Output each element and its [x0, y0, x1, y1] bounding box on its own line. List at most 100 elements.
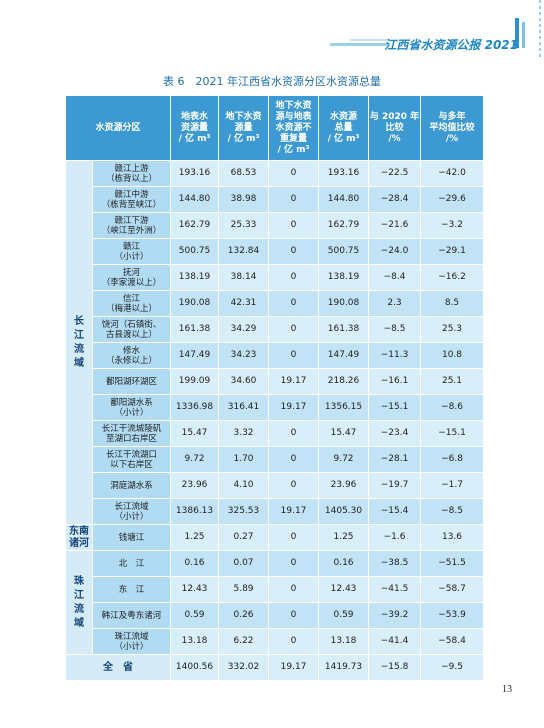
data-row: 长江流域 （小计） 1386.13 325.53 19.17 1405.30 −15.4 −8… [66, 498, 485, 525]
cell-text: 193.16 [178, 168, 211, 178]
cell-text: 190.08 [327, 298, 360, 308]
cell-text: 0.16 [333, 558, 354, 568]
value-cell: 12.43 [170, 576, 220, 603]
cell-text: 13.6 [441, 532, 463, 542]
value-cell: −8.5 [368, 316, 422, 343]
value-cell: −29.1 [420, 238, 485, 265]
name-line: （小计） [114, 641, 149, 652]
name-line: 饶河（石镇街、 [101, 319, 162, 330]
cell-text: 0 [290, 168, 297, 178]
cell-text: −51.5 [438, 558, 466, 568]
cell-text: 0.27 [233, 532, 254, 542]
name-line: 赣江上游 [114, 163, 149, 174]
value-cell: −8.5 [420, 498, 485, 525]
cell-text: 9.72 [333, 454, 354, 464]
cell-text: 19.17 [280, 402, 307, 412]
header-line: 地下水资 [275, 100, 312, 111]
group-cell: 长江流域 [65, 160, 93, 525]
value-cell: −9.5 [420, 654, 485, 681]
region-name: 修水 （永修以上） [91, 342, 172, 369]
value-cell: 1405.30 [318, 498, 370, 525]
total-row: 全 省 1400.56 332.02 19.17 1419.73 −15.8 −9.5 [64, 654, 485, 681]
value-cell: 193.16 [318, 160, 370, 187]
region-name: 赣江中游 （栋背至峡江） [91, 186, 172, 213]
header-line: 水资源 [330, 111, 358, 122]
cell-text: −8.6 [441, 402, 463, 412]
cell-text: 199.09 [178, 376, 211, 386]
name-line: （梅港以上） [106, 303, 158, 314]
value-cell: 19.17 [268, 498, 320, 525]
name-line: 修水 [123, 345, 141, 356]
cell-text: 1356.15 [324, 402, 363, 412]
cell-text: 1.25 [333, 532, 354, 542]
value-cell: 1356.15 [318, 394, 370, 421]
name-line: 鄱阳湖环湖区 [106, 376, 158, 387]
value-cell: 193.16 [170, 160, 220, 187]
cell-text: 23.96 [330, 480, 357, 490]
cell-text: 0 [290, 610, 297, 620]
name-line: （李家渡以上） [101, 277, 162, 288]
cell-text: 138.19 [327, 272, 360, 282]
region-name: 长江流域 （小计） [91, 498, 172, 525]
cell-text: −24.0 [380, 246, 409, 256]
name-line: （栋背以上） [106, 173, 158, 184]
region-name: 信江 （梅港以上） [91, 290, 172, 317]
value-cell: 162.79 [170, 212, 220, 239]
cell-text: 19.17 [280, 662, 307, 672]
cell-text: −3.2 [441, 220, 463, 230]
value-cell: 19.17 [268, 654, 320, 681]
value-cell: 1.25 [318, 524, 370, 551]
value-cell: 13.18 [170, 628, 220, 655]
region-name: 北 江 [91, 550, 172, 577]
value-cell: −51.5 [420, 550, 485, 577]
cell-text: 12.43 [330, 584, 357, 594]
header-line: 资源量 [181, 122, 209, 133]
value-cell: 0 [268, 212, 320, 239]
data-row: 赣江 （小计） 500.75 132.84 0 500.75 −24.0 −29.1 [66, 238, 485, 265]
region-name: 鄱阳湖环湖区 [91, 368, 172, 395]
cell-text: 1400.56 [175, 662, 214, 672]
cell-text: −1.7 [441, 480, 463, 490]
value-cell: 13.18 [318, 628, 370, 655]
data-row: 长江干流湖口 以下右岸区 9.72 1.70 0 9.72 −28.1 −6.8 [66, 446, 485, 473]
cell-text: −11.3 [380, 350, 409, 360]
region-name: 珠江流域 （小计） [91, 628, 172, 655]
value-cell: 0.07 [218, 550, 270, 577]
cell-text: 0 [290, 350, 297, 360]
cell-text: −16.1 [380, 376, 409, 386]
table-caption: 表 6 2021 年江西省水资源分区水资源总量 [163, 75, 381, 88]
header-line: 比较 [385, 122, 404, 133]
value-cell: 0.16 [318, 550, 370, 577]
region-name: 赣江下游 （峡江至外洲） [91, 212, 172, 239]
header-line: 与多年 [438, 111, 466, 122]
cell-text: 3.32 [233, 428, 254, 438]
data-row: 长江流域 赣江上游 （栋背以上） 193.16 68.53 0 193.16 −22.5 −42… [65, 160, 485, 525]
value-cell: 38.98 [218, 186, 270, 213]
data-row: 抚河 （李家渡以上） 138.19 38.14 0 138.19 −8.4 −16.2 [66, 264, 485, 291]
cell-text: 4.10 [233, 480, 254, 490]
header-line: 与 2020 年 [369, 111, 420, 122]
header-line: 总量 [334, 122, 353, 133]
header-line: / 亿 m³ [178, 133, 211, 144]
header-line: / 亿 m³ [327, 133, 360, 144]
value-cell: 138.19 [170, 264, 220, 291]
cell-text: 0.59 [184, 610, 205, 620]
cell-text: 500.75 [178, 246, 211, 256]
value-cell: 34.60 [218, 368, 270, 395]
value-cell: −21.6 [368, 212, 422, 239]
name-line: 古县渡以上） [106, 329, 158, 340]
cell-text: 19.17 [280, 376, 307, 386]
value-cell: −39.2 [368, 602, 422, 629]
cell-text: 0 [290, 532, 297, 542]
cell-text: 0 [290, 584, 297, 594]
value-cell: 25.3 [420, 316, 485, 343]
data-row: 鄱阳湖环湖区 199.09 34.60 19.17 218.26 −16.1 25.1 [66, 368, 485, 395]
region-name: 饶河（石镇街、 古县渡以上） [91, 316, 172, 343]
data-row: 赣江中游 （栋背至峡江） 144.80 38.98 0 144.80 −28.4 −29.6 [66, 186, 485, 213]
name-line: 至湖口右岸区 [106, 433, 158, 444]
header-line: /% [445, 133, 459, 144]
cell-text: −23.4 [380, 428, 409, 438]
cell-text: 132.84 [227, 246, 260, 256]
cell-text: −53.9 [438, 610, 466, 620]
region-name: 东 江 [91, 576, 172, 603]
